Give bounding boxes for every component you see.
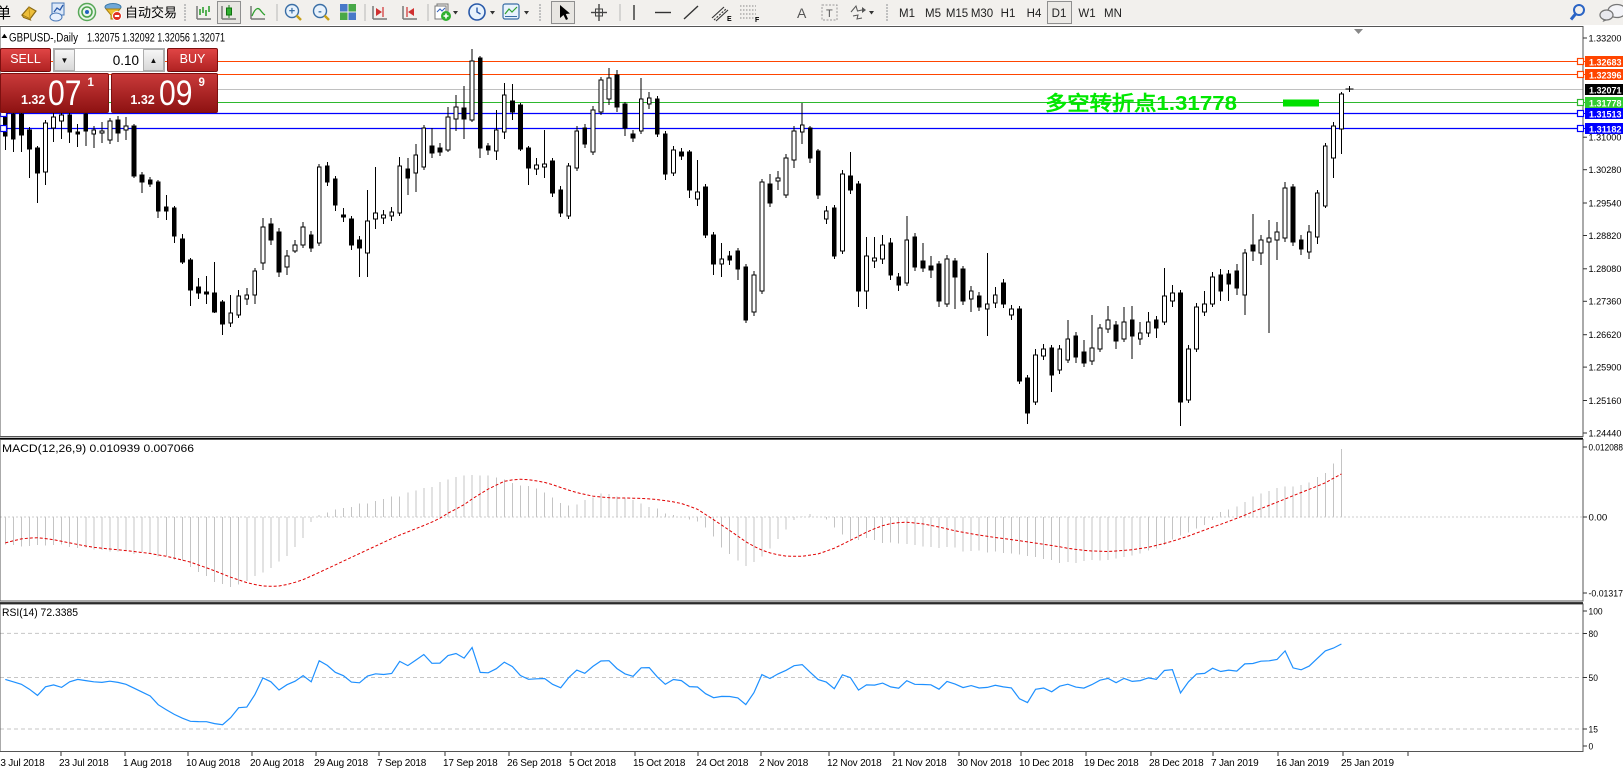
svg-text:2 Nov 2018: 2 Nov 2018 — [759, 758, 809, 769]
svg-text:1.26620: 1.26620 — [1589, 330, 1622, 341]
svg-text:30 Nov 2018: 30 Nov 2018 — [957, 758, 1012, 769]
svg-text:1.27360: 1.27360 — [1589, 297, 1622, 308]
svg-text:7 Jan 2019: 7 Jan 2019 — [1211, 758, 1259, 769]
svg-text:E: E — [727, 16, 732, 23]
svg-text:16 Jan 2019: 16 Jan 2019 — [1276, 758, 1329, 769]
svg-text:1.31182: 1.31182 — [1589, 124, 1622, 135]
svg-text:50: 50 — [1589, 673, 1598, 684]
svg-text:12 Nov 2018: 12 Nov 2018 — [827, 758, 882, 769]
svg-text:20 Aug 2018: 20 Aug 2018 — [250, 758, 305, 769]
svg-text:1.28820: 1.28820 — [1589, 231, 1622, 242]
svg-text:M1: M1 — [899, 8, 915, 20]
svg-text:+: + — [289, 6, 295, 18]
svg-text:1.31778: 1.31778 — [1589, 98, 1622, 109]
svg-text:1.31000: 1.31000 — [1589, 133, 1622, 144]
svg-text:自动交易: 自动交易 — [125, 5, 177, 20]
svg-text:1.24440: 1.24440 — [1589, 428, 1622, 439]
svg-text:15: 15 — [1589, 724, 1598, 735]
svg-text:1.25160: 1.25160 — [1589, 396, 1622, 407]
svg-text:80: 80 — [1589, 629, 1598, 640]
svg-text:5 Oct 2018: 5 Oct 2018 — [569, 758, 617, 769]
svg-text:7 Sep 2018: 7 Sep 2018 — [377, 758, 427, 769]
svg-text:13 Jul 2018: 13 Jul 2018 — [0, 758, 45, 769]
svg-text:H1: H1 — [1001, 8, 1016, 20]
svg-text:D1: D1 — [1052, 8, 1067, 20]
svg-text:17 Sep 2018: 17 Sep 2018 — [443, 758, 498, 769]
svg-text:F: F — [755, 17, 760, 24]
svg-text:1.28080: 1.28080 — [1589, 264, 1622, 275]
svg-text:1.32396: 1.32396 — [1589, 70, 1622, 81]
svg-text:W1: W1 — [1078, 8, 1095, 20]
svg-text:单: 单 — [0, 5, 11, 22]
svg-text:15 Oct 2018: 15 Oct 2018 — [633, 758, 686, 769]
svg-text:100: 100 — [1589, 606, 1603, 617]
svg-text:MN: MN — [1104, 8, 1122, 20]
svg-text:19 Dec 2018: 19 Dec 2018 — [1084, 758, 1139, 769]
svg-text:M15: M15 — [946, 8, 968, 20]
svg-text:M30: M30 — [971, 8, 993, 20]
svg-text:1.30280: 1.30280 — [1589, 165, 1622, 176]
svg-text:GBPUSD-,Daily: GBPUSD-,Daily — [9, 33, 78, 45]
svg-text:1.33200: 1.33200 — [1589, 33, 1622, 44]
svg-text:28 Dec 2018: 28 Dec 2018 — [1149, 758, 1204, 769]
svg-text:1.32683: 1.32683 — [1589, 57, 1622, 68]
svg-text:1.32075 1.32092 1.32056 1.3207: 1.32075 1.32092 1.32056 1.32071 — [87, 33, 225, 45]
svg-text:T: T — [826, 8, 833, 20]
svg-text:21 Nov 2018: 21 Nov 2018 — [892, 758, 947, 769]
svg-text:-: - — [318, 6, 322, 18]
svg-text:24 Oct 2018: 24 Oct 2018 — [696, 758, 749, 769]
svg-text:0: 0 — [1589, 741, 1594, 752]
svg-text:0.00: 0.00 — [1589, 512, 1608, 523]
svg-text:23 Jul 2018: 23 Jul 2018 — [59, 758, 109, 769]
svg-text:26 Sep 2018: 26 Sep 2018 — [507, 758, 562, 769]
svg-text:-0.01317: -0.01317 — [1589, 588, 1623, 599]
svg-text:1.29540: 1.29540 — [1589, 198, 1622, 209]
svg-text:1 Aug 2018: 1 Aug 2018 — [123, 758, 172, 769]
svg-text:29 Aug 2018: 29 Aug 2018 — [314, 758, 369, 769]
svg-text:10 Aug 2018: 10 Aug 2018 — [186, 758, 241, 769]
svg-text:1.32071: 1.32071 — [1589, 85, 1622, 96]
svg-text:M5: M5 — [925, 8, 941, 20]
svg-text:多空转折点1.31778: 多空转折点1.31778 — [1045, 91, 1237, 115]
svg-text:1.31513: 1.31513 — [1589, 109, 1622, 120]
svg-text:25 Jan 2019: 25 Jan 2019 — [1341, 758, 1394, 769]
svg-text:0.012088: 0.012088 — [1589, 442, 1623, 453]
svg-text:H4: H4 — [1027, 8, 1042, 20]
svg-text:10 Dec 2018: 10 Dec 2018 — [1019, 758, 1074, 769]
svg-text:RSI(14) 72.3385: RSI(14) 72.3385 — [2, 607, 78, 619]
svg-text:MACD(12,26,9) 0.010939 0.00706: MACD(12,26,9) 0.010939 0.007066 — [2, 443, 194, 455]
svg-text:1.25900: 1.25900 — [1589, 363, 1622, 374]
svg-text:A: A — [797, 5, 807, 21]
